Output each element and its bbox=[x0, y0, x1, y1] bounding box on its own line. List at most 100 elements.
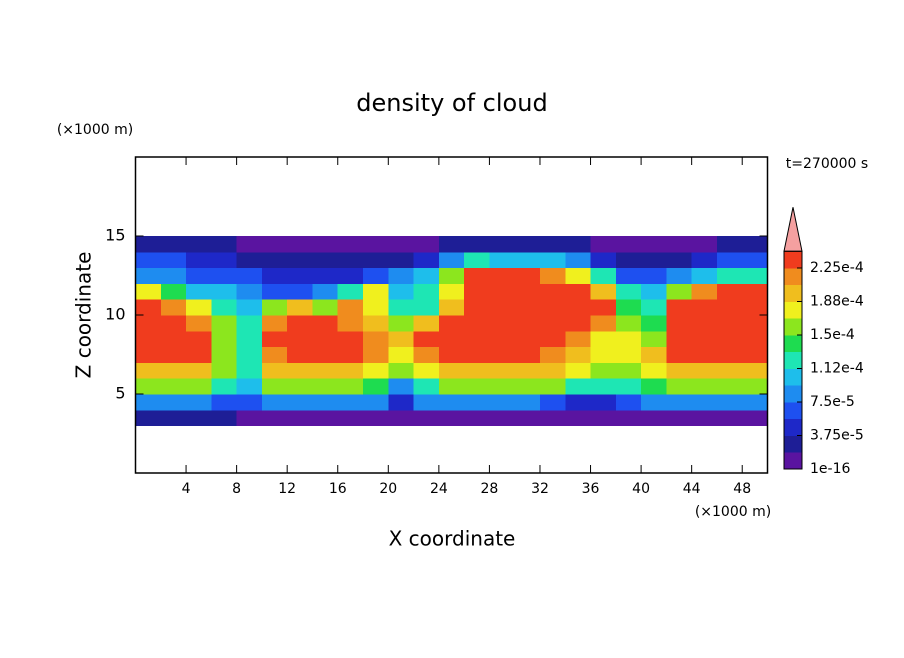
colorbar-tick-label: 1.88e-4 bbox=[810, 294, 864, 310]
cell bbox=[337, 283, 364, 300]
cell bbox=[388, 267, 415, 284]
cell bbox=[337, 267, 364, 284]
cell bbox=[539, 409, 566, 427]
cell bbox=[135, 315, 162, 332]
cell bbox=[464, 283, 490, 300]
cell bbox=[236, 251, 263, 269]
cell bbox=[716, 267, 743, 284]
cell bbox=[438, 330, 465, 348]
cell bbox=[312, 251, 339, 269]
cell bbox=[539, 378, 566, 395]
cell bbox=[312, 283, 339, 300]
cell bbox=[135, 236, 162, 253]
cell bbox=[160, 409, 187, 427]
cell bbox=[514, 330, 541, 348]
cell bbox=[211, 346, 238, 363]
cell bbox=[489, 283, 516, 300]
cell bbox=[539, 283, 566, 300]
cell bbox=[742, 236, 768, 253]
cell bbox=[716, 315, 743, 332]
cell bbox=[489, 394, 516, 411]
cell bbox=[186, 362, 212, 379]
cell bbox=[438, 251, 465, 269]
cell bbox=[312, 378, 339, 395]
cell bbox=[615, 362, 642, 379]
cell bbox=[160, 283, 187, 300]
cell bbox=[135, 409, 162, 427]
cell bbox=[615, 330, 642, 348]
colorbar-band bbox=[784, 402, 802, 420]
cell bbox=[312, 330, 339, 348]
cell bbox=[742, 409, 768, 427]
colorbar: 1e-16 3.75e-5 7.5e-5 1.12e-4 1.5e-4 1.88e-4 2.… bbox=[783, 207, 864, 477]
cell bbox=[261, 409, 288, 427]
colorbar-band bbox=[784, 351, 802, 369]
colorbar-band bbox=[784, 268, 802, 286]
cell bbox=[716, 409, 743, 427]
cell bbox=[236, 362, 263, 379]
cell bbox=[464, 409, 490, 427]
cell bbox=[742, 394, 768, 411]
cell bbox=[615, 346, 642, 363]
cell bbox=[363, 394, 389, 411]
cell bbox=[363, 236, 389, 253]
cell bbox=[135, 362, 162, 379]
cell bbox=[186, 299, 212, 316]
cell bbox=[641, 251, 667, 269]
cell bbox=[539, 346, 566, 363]
cell bbox=[413, 299, 440, 316]
cell bbox=[413, 330, 440, 348]
colorbar-band bbox=[784, 418, 802, 436]
cell bbox=[438, 315, 465, 332]
cell bbox=[438, 236, 465, 253]
cell bbox=[641, 378, 667, 395]
cell bbox=[641, 236, 667, 253]
cell bbox=[211, 299, 238, 316]
cell bbox=[160, 299, 187, 316]
cell bbox=[438, 409, 465, 427]
cell bbox=[363, 283, 389, 300]
cell bbox=[615, 378, 642, 395]
cell bbox=[641, 267, 667, 284]
cell bbox=[287, 315, 313, 332]
colorbar-band bbox=[784, 368, 802, 386]
cell bbox=[160, 362, 187, 379]
colorbar-extension bbox=[783, 207, 803, 252]
cell bbox=[413, 378, 440, 395]
cell bbox=[691, 346, 718, 363]
cell bbox=[615, 251, 642, 269]
cell bbox=[135, 330, 162, 348]
cell bbox=[413, 409, 440, 427]
cell bbox=[312, 299, 339, 316]
cell bbox=[716, 394, 743, 411]
cell bbox=[236, 394, 263, 411]
cell bbox=[287, 409, 313, 427]
cell bbox=[438, 267, 465, 284]
cell bbox=[716, 299, 743, 316]
colorbar-tick-label: 1.12e-4 bbox=[810, 361, 864, 377]
cell bbox=[666, 378, 693, 395]
cell bbox=[135, 267, 162, 284]
cell bbox=[464, 236, 490, 253]
cell bbox=[388, 299, 415, 316]
cell bbox=[514, 346, 541, 363]
cell bbox=[641, 409, 667, 427]
colorbar-frame bbox=[783, 250, 803, 470]
cell bbox=[565, 236, 592, 253]
cell bbox=[489, 315, 516, 332]
cell bbox=[438, 346, 465, 363]
cell bbox=[312, 346, 339, 363]
cell bbox=[464, 346, 490, 363]
cell bbox=[641, 315, 667, 332]
cell bbox=[514, 394, 541, 411]
cell bbox=[590, 315, 617, 332]
cell bbox=[261, 346, 288, 363]
cell bbox=[514, 236, 541, 253]
cell bbox=[287, 330, 313, 348]
cell bbox=[666, 330, 693, 348]
cell bbox=[742, 362, 768, 379]
colorbar-band bbox=[784, 385, 802, 403]
cell bbox=[565, 378, 592, 395]
cell bbox=[514, 409, 541, 427]
cell bbox=[186, 267, 212, 284]
